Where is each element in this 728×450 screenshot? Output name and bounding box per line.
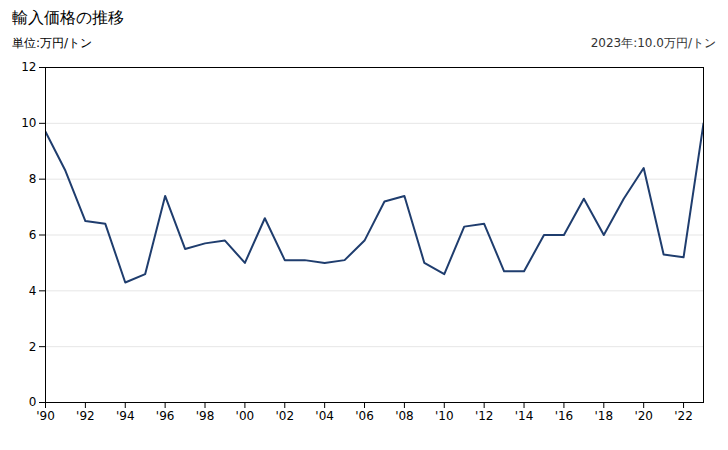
- svg-text:4: 4: [29, 284, 37, 298]
- svg-text:'90: '90: [36, 409, 55, 423]
- svg-text:10: 10: [21, 116, 36, 130]
- svg-text:'96: '96: [156, 409, 175, 423]
- svg-text:'18: '18: [595, 409, 614, 423]
- svg-text:'08: '08: [395, 409, 414, 423]
- svg-text:'14: '14: [515, 409, 534, 423]
- svg-text:'94: '94: [116, 409, 135, 423]
- svg-text:'06: '06: [355, 409, 374, 423]
- svg-text:12: 12: [21, 60, 36, 74]
- svg-text:'20: '20: [634, 409, 653, 423]
- html-text:2023年:10.0万円/トン: 2023年:10.0万円/トン: [590, 36, 716, 50]
- svg-text:6: 6: [29, 228, 37, 242]
- svg-text:'92: '92: [76, 409, 95, 423]
- svg-text:'22: '22: [674, 409, 693, 423]
- svg-text:'10: '10: [435, 409, 454, 423]
- html-text:輸入価格の推移: 輸入価格の推移: [12, 8, 124, 27]
- svg-text:'98: '98: [196, 409, 215, 423]
- svg-text:0: 0: [29, 395, 37, 409]
- svg-text:'00: '00: [236, 409, 255, 423]
- svg-text:'02: '02: [275, 409, 294, 423]
- html-text:単位:万円/トン: 単位:万円/トン: [12, 36, 93, 50]
- svg-text:2: 2: [29, 340, 37, 354]
- svg-text:'12: '12: [475, 409, 494, 423]
- svg-text:'04: '04: [315, 409, 334, 423]
- svg-text:8: 8: [29, 172, 37, 186]
- svg-text:'16: '16: [555, 409, 574, 423]
